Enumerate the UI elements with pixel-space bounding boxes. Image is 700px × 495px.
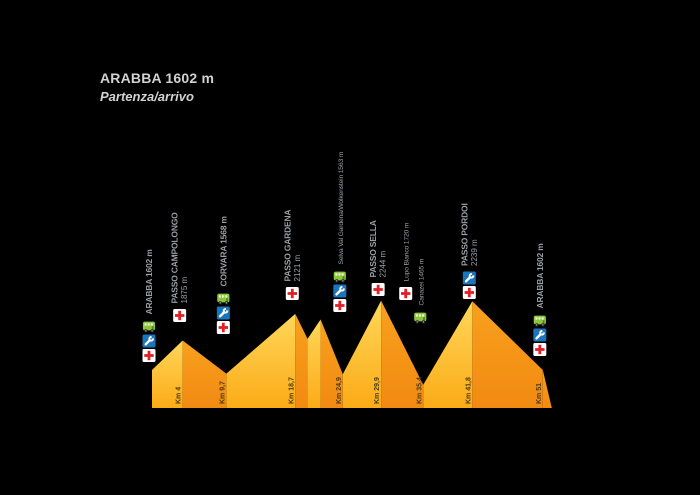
mountain-face-ascending: [307, 319, 321, 408]
location-name-label: PASSO SELLA: [368, 220, 378, 277]
location-label-group: ARABBA 1602 m: [533, 243, 547, 356]
km-label: Km 24,9: [336, 377, 343, 404]
location-label-group: PASSO GARDENA 2121 m: [282, 210, 302, 300]
mountain-face-descending: [295, 313, 308, 408]
km-label: Km 35,4: [416, 377, 423, 404]
km-label: Km 9,7: [219, 381, 226, 404]
mountain-profile: [152, 300, 552, 408]
km-label: Km 51: [536, 383, 543, 404]
mountain-face-descending: [182, 340, 227, 408]
location-label: ARABBA 1602 m: [144, 249, 154, 315]
medical-cross-icon: [533, 343, 547, 356]
medical-cross-icon: [142, 349, 156, 362]
mechanic-wrench-icon: [216, 306, 230, 320]
location-label: Selva Val Gardena/Wolkenstein 1563 m: [338, 151, 345, 264]
km-label: Km 29,9: [374, 377, 381, 404]
location-elevation-label: 2239 m: [470, 239, 479, 266]
location-label-group: PASSO PORDOI 2239 m: [459, 203, 479, 299]
shuttle-bus-icon: [217, 293, 230, 305]
mechanic-wrench-icon: [533, 328, 547, 342]
location-elevation-label: 1875 m: [180, 276, 189, 303]
location-label-group: PASSO SELLA 2244 m: [368, 220, 388, 296]
location-name-label: PASSO CAMPOLONGO: [170, 212, 180, 304]
location-label: CORVARA 1568 m: [218, 216, 228, 287]
medical-cross-icon: [173, 309, 187, 322]
mountain-face-descending: [472, 301, 543, 408]
km-axis-labels: Km 4 Km 9,7 Km 18,7 Km 24,9 Km 29,9 Km 35,4 Km…: [176, 377, 543, 404]
km-label: Km 41,8: [465, 377, 472, 404]
shuttle-bus-icon: [333, 271, 346, 283]
km-label: Km 18,7: [288, 377, 295, 404]
page-title: ARABBA 1602 m: [100, 70, 215, 86]
medical-cross-icon: [462, 286, 476, 299]
location-label-group: ARABBA 1602 m: [142, 249, 156, 362]
location-label: Canazei 1465 m: [418, 258, 425, 305]
km-label: Km 4: [176, 387, 183, 404]
location-label-group: CORVARA 1568 m: [216, 216, 230, 334]
medical-cross-icon: [285, 287, 299, 300]
page-subtitle: Partenza/arrivo: [100, 89, 194, 104]
mountain-face-ascending: [423, 301, 473, 408]
location-labels: ARABBA 1602 m PASSO CAMPOLONGO 1875 m CORVA…: [142, 151, 547, 362]
medical-cross-icon: [333, 299, 347, 312]
location-label-group: Selva Val Gardena/Wolkenstein 1563 m: [333, 151, 347, 312]
shuttle-bus-icon: [533, 315, 546, 327]
location-elevation-label: 2121 m: [293, 254, 302, 281]
mountain-face-descending: [542, 369, 552, 408]
location-label: Lupo Bianco 1720 m: [404, 222, 411, 281]
medical-cross-icon: [371, 283, 385, 296]
medical-cross-icon: [399, 287, 413, 300]
mechanic-wrench-icon: [142, 334, 156, 348]
title-block: ARABBA 1602 m Partenza/arrivo: [100, 70, 214, 104]
mechanic-wrench-icon: [333, 284, 347, 298]
shuttle-bus-icon: [142, 321, 156, 333]
mechanic-wrench-icon: [462, 271, 476, 285]
mountain-face-ascending: [226, 313, 296, 408]
location-name-label: PASSO PORDOI: [459, 203, 469, 266]
location-label-group: Lupo Bianco 1720 m: [399, 222, 413, 300]
mountain-face-ascending: [342, 300, 382, 408]
location-label: ARABBA 1602 m: [535, 243, 545, 309]
mountain-face-ascending: [152, 340, 183, 408]
location-name-label: PASSO GARDENA: [282, 210, 292, 282]
location-label-group: PASSO CAMPOLONGO 1875 m: [170, 212, 189, 322]
medical-cross-icon: [216, 321, 230, 334]
location-label-group: Canazei 1465 m: [414, 258, 427, 324]
mountain-face-descending: [320, 319, 343, 408]
shuttle-bus-icon: [414, 312, 427, 324]
location-elevation-label: 2244 m: [379, 250, 388, 277]
mountain-face-descending: [381, 300, 424, 408]
